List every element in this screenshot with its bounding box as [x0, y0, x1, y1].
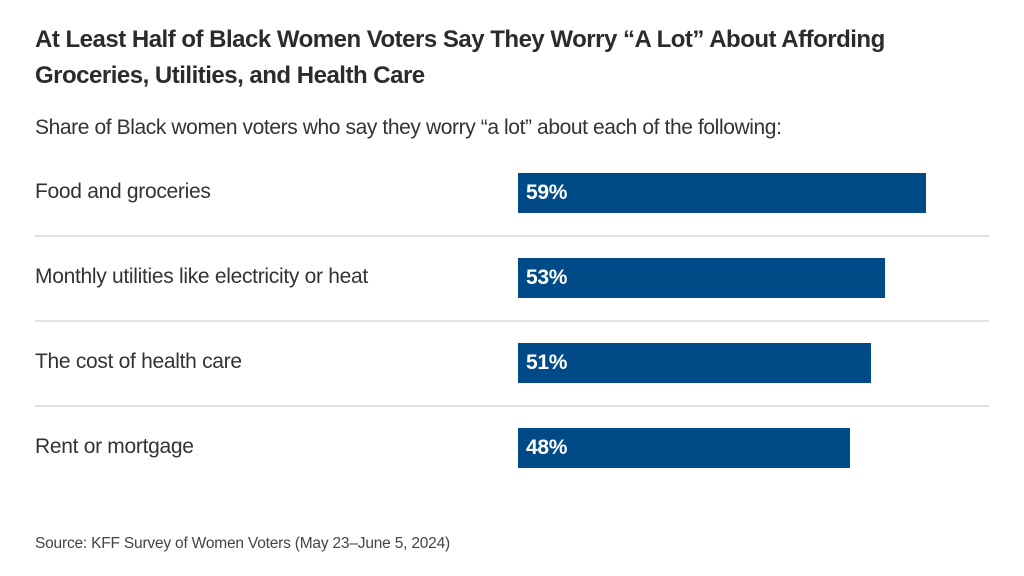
- bar: 51%: [518, 343, 871, 383]
- bar: 59%: [518, 173, 926, 213]
- bar: 48%: [518, 428, 850, 468]
- row-divider: [35, 235, 989, 237]
- chart-title: At Least Half of Black Women Voters Say …: [35, 26, 885, 89]
- category-label: Rent or mortgage: [35, 435, 194, 458]
- value-label: 53%: [526, 266, 568, 289]
- chart-subtitle: Share of Black women voters who say they…: [35, 116, 782, 139]
- value-label: 48%: [526, 436, 568, 459]
- category-label: Monthly utilities like electricity or he…: [35, 265, 368, 288]
- category-label: The cost of health care: [35, 350, 242, 373]
- row-divider: [35, 320, 989, 322]
- bar: 53%: [518, 258, 885, 298]
- source-note: Source: KFF Survey of Women Voters (May …: [35, 535, 450, 552]
- value-label: 51%: [526, 351, 568, 374]
- category-label: Food and groceries: [35, 180, 211, 203]
- value-label: 59%: [526, 181, 568, 204]
- row-divider: [35, 405, 989, 407]
